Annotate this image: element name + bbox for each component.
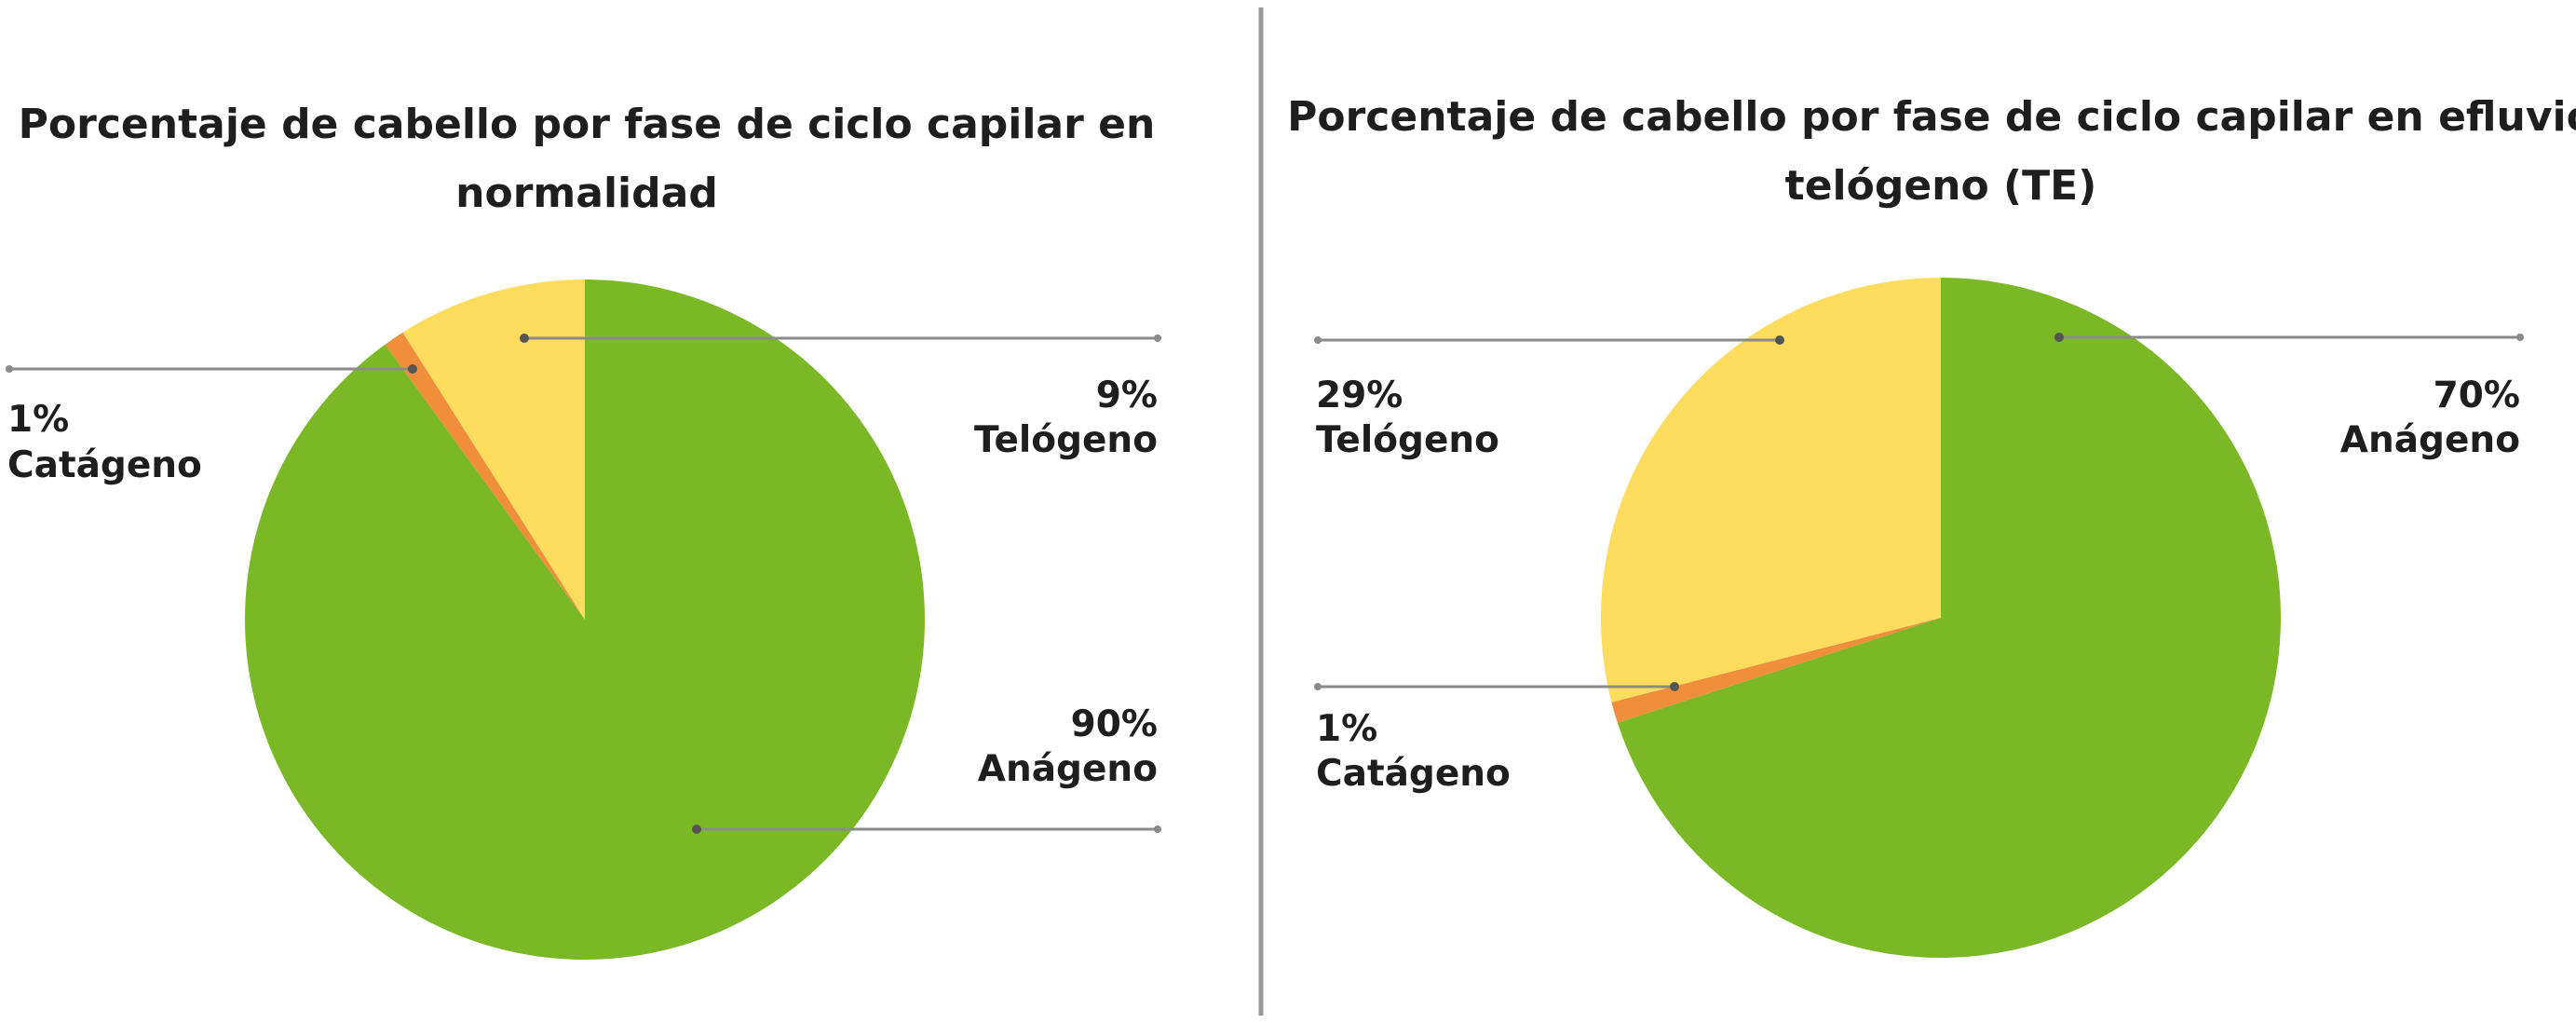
chart-te-title-line-1: Porcentaje de cabello por fase de ciclo … <box>1287 93 2576 141</box>
leader-dot <box>1775 335 1784 345</box>
leader-dot <box>1314 683 1322 690</box>
chart-te-catagen-label: Catágeno <box>1316 753 1511 795</box>
leader-dot <box>520 334 529 343</box>
chart-normal-catagen-percent: 1% <box>7 399 69 441</box>
leader-dot <box>1154 825 1161 833</box>
chart-normal-anagen-label: Anágeno <box>978 748 1158 790</box>
pie-slice-anagen <box>1617 278 2281 958</box>
leader-dot <box>1154 334 1161 342</box>
chart-normal: Porcentaje de cabello por fase de ciclo … <box>6 101 1161 960</box>
chart-te-anagen-label: Anágeno <box>2340 419 2520 461</box>
leader-dot <box>2054 333 2064 342</box>
leader-dot <box>6 365 13 373</box>
chart-te-title-line-2: telógeno (TE) <box>1785 162 2097 210</box>
chart-te-pie <box>1601 278 2281 958</box>
leader-dot <box>408 364 417 374</box>
leader-dot <box>692 825 701 834</box>
chart-te-leaders <box>1314 333 2524 691</box>
pie-slice-catagen <box>1611 618 1941 723</box>
chart-normal-anagen-percent: 90% <box>1071 703 1158 745</box>
pie-slice-catagen <box>385 332 585 620</box>
chart-normal-pie <box>244 280 925 960</box>
pie-slice-telogen <box>1601 278 1941 702</box>
leader-dot <box>2516 334 2524 341</box>
chart-te: Porcentaje de cabello por fase de ciclo … <box>1287 93 2576 958</box>
chart-normal-title-line-1: Porcentaje de cabello por fase de ciclo … <box>19 101 1156 148</box>
leader-dot <box>1670 682 1679 691</box>
pie-slice-telogen <box>402 280 585 620</box>
chart-normal-leaders <box>6 334 1161 834</box>
chart-te-telogen-percent: 29% <box>1316 375 1403 416</box>
chart-normal-telogen-percent: 9% <box>1096 375 1158 416</box>
leader-dot <box>1314 336 1322 344</box>
chart-normal-telogen-label: Telógeno <box>974 419 1158 461</box>
chart-te-anagen-percent: 70% <box>2434 375 2520 416</box>
chart-normal-catagen-label: Catágeno <box>7 444 202 486</box>
chart-te-telogen-label: Telógeno <box>1316 419 1499 461</box>
chart-te-catagen-percent: 1% <box>1316 708 1377 750</box>
chart-normal-title-line-2: normalidad <box>455 170 718 217</box>
